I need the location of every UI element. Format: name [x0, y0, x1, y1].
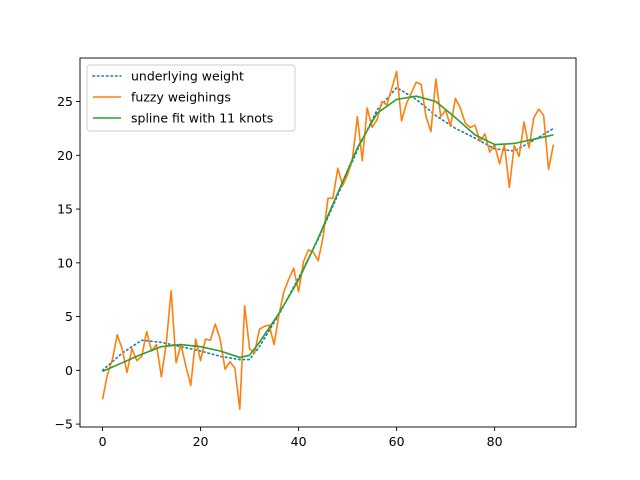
series-layer [101, 70, 555, 410]
y-tick-label: 10 [57, 255, 73, 270]
x-tick-label: 0 [99, 434, 107, 449]
y-tick-label: −5 [55, 417, 73, 432]
legend: underlying weight fuzzy weighings spline f… [86, 64, 296, 132]
y-tick-label: 25 [57, 94, 73, 109]
x-tick-label: 20 [193, 434, 209, 449]
legend-label-spline-fit-with-11-knots: spline fit with 11 knots [131, 111, 273, 126]
legend-label-fuzzy-weighings: fuzzy weighings [131, 90, 231, 105]
legend-label-underlying-weight: underlying weight [131, 69, 244, 84]
x-tick-label: 40 [291, 434, 307, 449]
x-tick-label: 80 [487, 434, 503, 449]
y-tick-label: 5 [65, 309, 73, 324]
series-line-spline-fit-with-11-knots [102, 95, 554, 373]
y-tick-label: 15 [57, 202, 73, 217]
y-tick-label: 20 [57, 148, 73, 163]
plot-frame [79, 57, 577, 428]
x-tick-label: 60 [389, 434, 405, 449]
y-tick-label: 0 [65, 363, 73, 378]
legend-box [86, 64, 296, 132]
axes-layer: 0 20 40 60 80 −5 0 5 10 15 20 25 [55, 57, 577, 449]
